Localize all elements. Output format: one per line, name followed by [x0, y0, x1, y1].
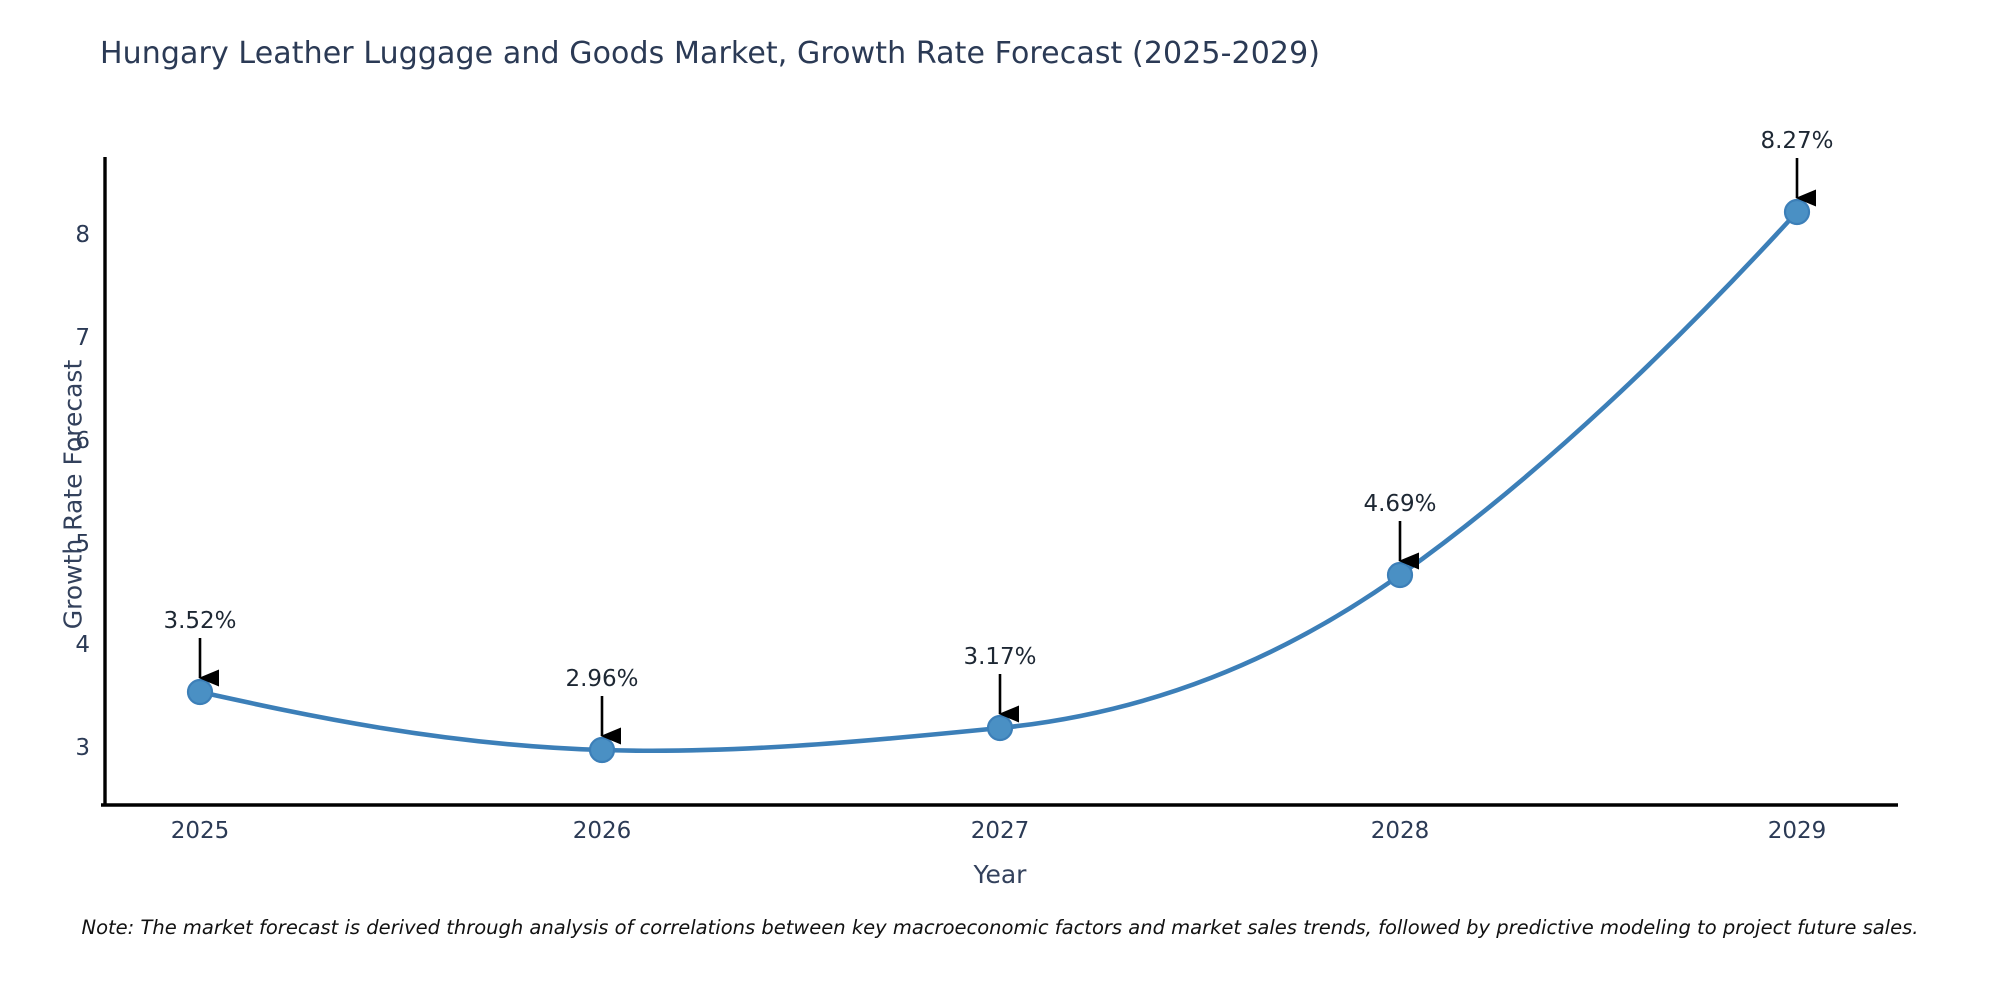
forecast-line [197, 209, 1800, 754]
x-tick-label: 2025 [170, 818, 230, 844]
data-point-markers [186, 198, 1811, 764]
y-tick-label: 5 [75, 531, 90, 557]
point-value-label: 3.17% [963, 644, 1037, 670]
point-value-label: 4.69% [1363, 491, 1437, 517]
x-axis-title: Year [973, 860, 1027, 889]
x-tick-label: 2028 [1370, 818, 1430, 844]
data-point-marker[interactable] [986, 714, 1014, 742]
y-tick-label: 8 [75, 222, 90, 248]
x-tick-label: 2026 [572, 818, 632, 844]
data-point-marker[interactable] [1386, 561, 1414, 589]
point-value-label: 3.52% [163, 608, 237, 634]
annotation-arrows [198, 158, 1817, 745]
data-point-marker[interactable] [1783, 198, 1811, 226]
data-point-marker[interactable] [186, 678, 214, 706]
footnote: Note: The market forecast is derived thr… [81, 916, 1919, 939]
chart-title: Hungary Leather Luggage and Goods Market… [100, 36, 1321, 71]
point-value-label: 2.96% [565, 666, 639, 692]
x-tick-label: 2027 [970, 818, 1030, 844]
data-point-marker[interactable] [588, 736, 616, 764]
y-tick-label: 6 [75, 428, 90, 454]
y-tick-label: 4 [75, 632, 90, 658]
y-tick-label: 7 [75, 325, 90, 351]
y-axis-title: Growth Rate Forecast [58, 359, 88, 630]
point-value-label: 8.27% [1760, 128, 1834, 154]
x-tick-label: 2029 [1767, 818, 1827, 844]
y-tick-label: 3 [75, 735, 90, 761]
